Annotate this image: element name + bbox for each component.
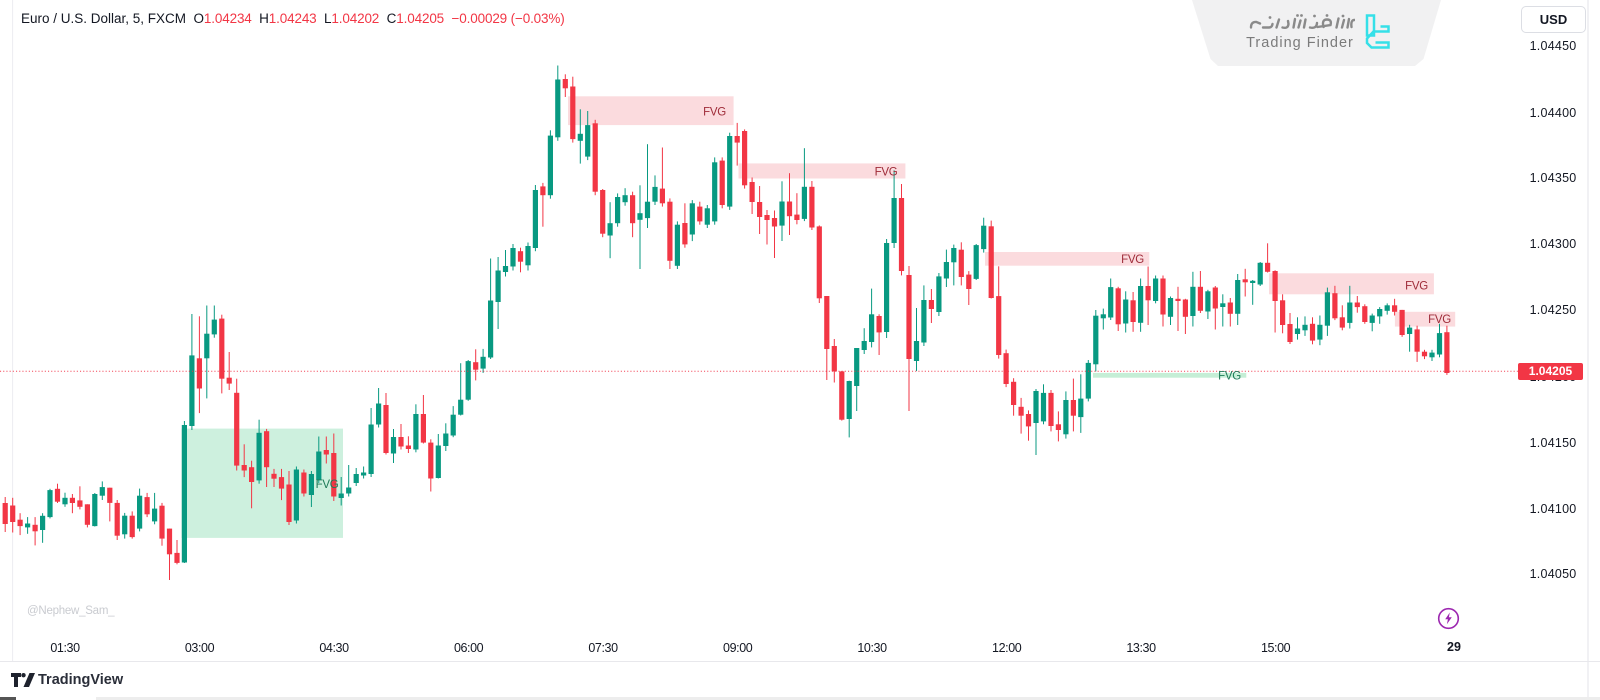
svg-text:FVG: FVG	[703, 107, 726, 119]
svg-text:FVG: FVG	[1428, 314, 1451, 326]
svg-text:FVG: FVG	[316, 479, 339, 491]
svg-text:FVG: FVG	[875, 167, 898, 179]
svg-text:FVG: FVG	[1218, 371, 1241, 383]
svg-text:FVG: FVG	[1121, 254, 1144, 266]
svg-text:FVG: FVG	[1405, 281, 1428, 293]
